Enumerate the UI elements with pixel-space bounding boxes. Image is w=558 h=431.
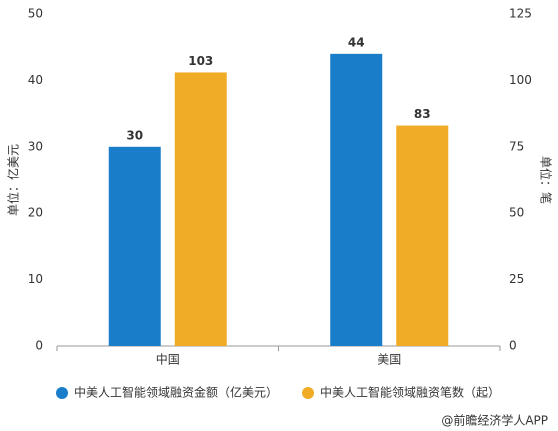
x-tick-label: 美国 (377, 353, 401, 367)
legend-label: 中美人工智能领域融资笔数（起） (320, 385, 500, 400)
y2-tick-label: 0 (509, 339, 517, 353)
source: @前瞻经济学人APP (441, 413, 548, 428)
legend-marker (302, 387, 315, 399)
y2-tick-label: 25 (509, 272, 524, 286)
y-tick-label: 30 (28, 139, 43, 153)
y2-tick-label: 50 (509, 206, 524, 220)
y-tick-label: 20 (28, 206, 43, 220)
bar (396, 125, 449, 346)
data-label: 103 (188, 54, 213, 68)
legend-marker (56, 387, 68, 399)
legend-label: 中美人工智能领域融资金额（亿美元） (74, 385, 278, 400)
data-label: 30 (126, 128, 143, 142)
y2-tick-label: 100 (509, 73, 532, 87)
bar (174, 72, 227, 346)
data-label: 83 (414, 107, 431, 121)
y-tick-label: 0 (35, 339, 43, 353)
bar (330, 53, 383, 347)
data-label: 44 (348, 35, 365, 49)
y-tick-label: 50 (28, 7, 43, 21)
y2-tick-label: 125 (509, 7, 532, 21)
y-tick-label: 10 (28, 272, 43, 286)
x-tick-label: 中国 (156, 352, 180, 367)
y2-axis-label: 单位：笔 (539, 156, 554, 204)
y2-tick-label: 75 (509, 139, 524, 153)
y-tick-label: 40 (28, 73, 43, 87)
y-axis-label: 单位：亿美元 (6, 144, 21, 216)
bar (108, 146, 161, 346)
